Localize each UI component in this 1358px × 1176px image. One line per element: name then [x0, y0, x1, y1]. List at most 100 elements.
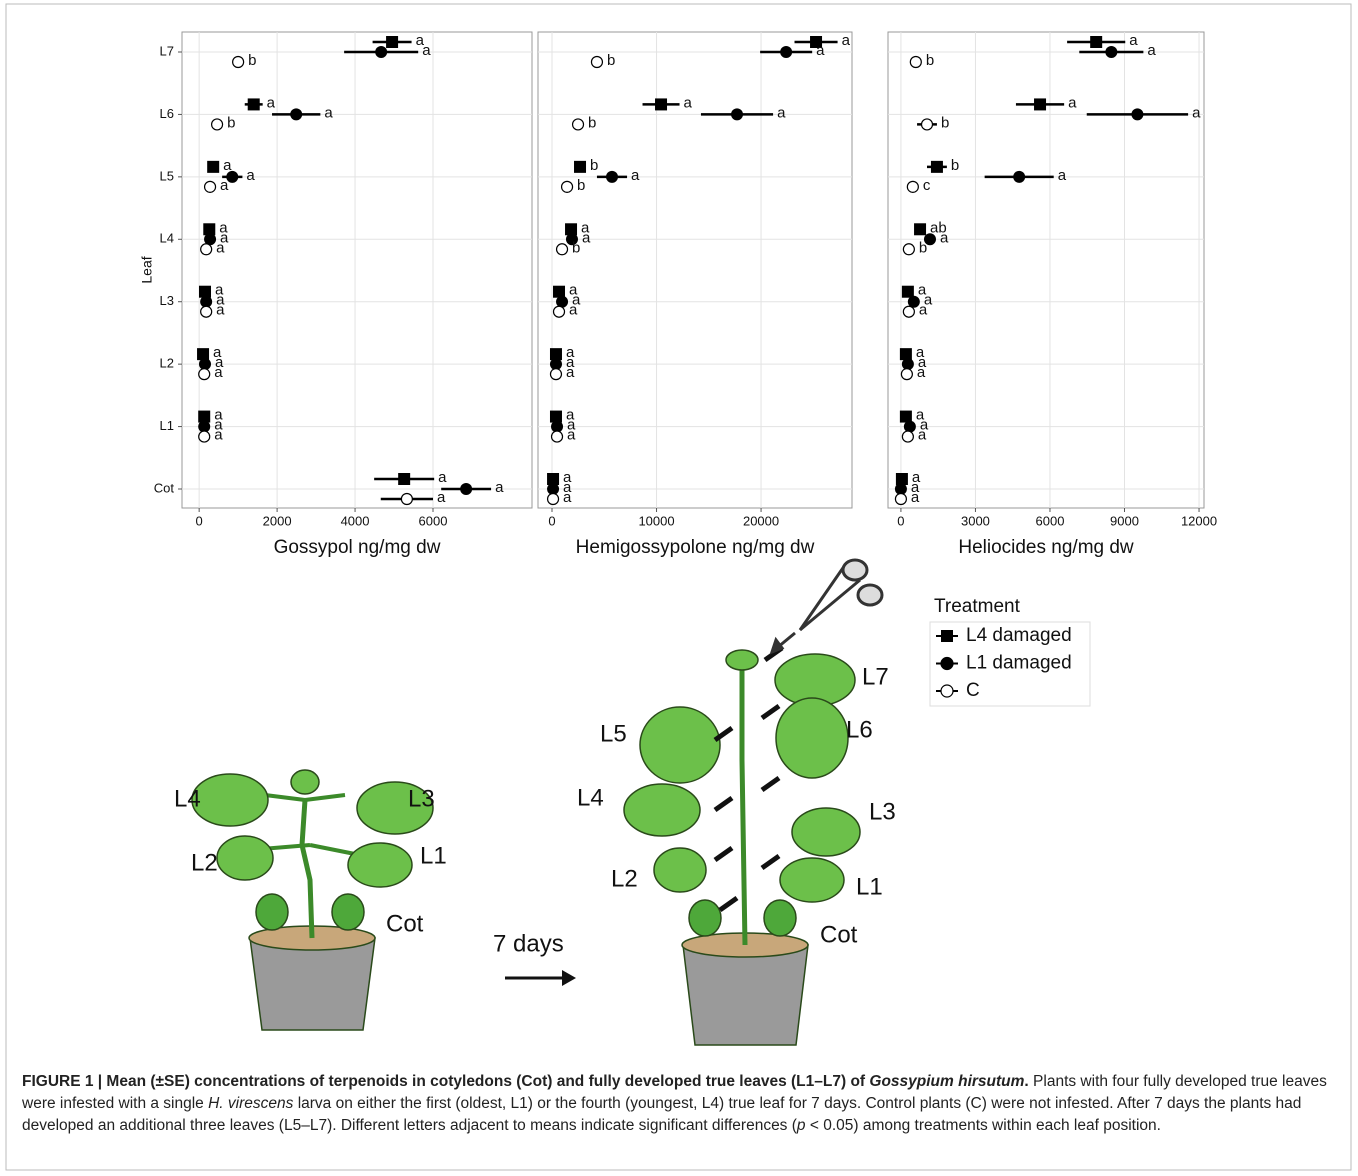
- arrow-label: 7 days: [493, 930, 564, 957]
- point: [573, 119, 584, 130]
- significance-label: c: [923, 177, 931, 194]
- significance-label: a: [437, 489, 446, 506]
- significance-label: a: [940, 229, 949, 246]
- significance-label: a: [1147, 42, 1156, 59]
- y-tick-label: L1: [160, 418, 174, 433]
- significance-label: a: [582, 229, 591, 246]
- legend-marker: [941, 685, 953, 697]
- x-tick-label: 6000: [419, 513, 448, 528]
- point: [903, 306, 914, 317]
- caption-bold: FIGURE 1 | Mean (±SE) concentrations of …: [22, 1073, 869, 1090]
- point: [460, 483, 472, 495]
- caption: FIGURE 1 | Mean (±SE) concentrations of …: [22, 1071, 1338, 1137]
- leaf-label: L3: [869, 798, 896, 825]
- significance-label: b: [227, 114, 235, 131]
- point: [907, 181, 918, 192]
- point: [1013, 171, 1025, 183]
- point: [904, 421, 916, 433]
- x-axis-title: Heliocides ng/mg dw: [958, 537, 1134, 558]
- leaf-label: L7: [862, 663, 889, 690]
- point: [201, 306, 212, 317]
- point: [895, 494, 906, 505]
- caption-italic: p: [797, 1117, 806, 1134]
- point: [914, 223, 926, 235]
- plot-area: [182, 32, 532, 508]
- point: [606, 171, 618, 183]
- significance-label: a: [495, 479, 504, 496]
- point: [922, 119, 933, 130]
- point: [903, 244, 914, 255]
- point: [731, 108, 743, 120]
- arrow-head: [562, 970, 576, 986]
- significance-label: a: [267, 94, 276, 111]
- significance-label: b: [941, 114, 949, 131]
- point: [910, 57, 921, 68]
- significance-label: a: [631, 167, 640, 184]
- point: [199, 369, 210, 380]
- leaf-label: L2: [611, 865, 638, 892]
- significance-label: a: [842, 32, 851, 49]
- legend-marker: [941, 658, 953, 670]
- legend-marker: [941, 630, 953, 642]
- plot-area: [538, 32, 852, 508]
- point: [386, 36, 398, 48]
- point: [900, 348, 912, 360]
- point: [931, 161, 943, 173]
- significance-label: a: [567, 427, 576, 444]
- significance-label: a: [917, 364, 926, 381]
- y-tick-label: L6: [160, 106, 174, 121]
- significance-label: b: [248, 52, 256, 69]
- leaf-label: L1: [856, 873, 883, 900]
- legend-label: C: [966, 680, 980, 701]
- point: [212, 119, 223, 130]
- point: [655, 98, 667, 110]
- point: [290, 108, 302, 120]
- significance-label: a: [1129, 32, 1138, 49]
- point: [205, 181, 216, 192]
- point: [233, 57, 244, 68]
- point: [901, 369, 912, 380]
- point: [201, 244, 212, 255]
- significance-label: a: [1058, 167, 1067, 184]
- significance-label: a: [911, 489, 920, 506]
- significance-label: a: [438, 469, 447, 486]
- significance-label: a: [216, 302, 225, 319]
- point: [398, 473, 410, 485]
- figure-svg: Treatment L4 L3 L2 L1 Cot 7 days L7 L5 L…: [0, 0, 1358, 1176]
- point: [562, 181, 573, 192]
- significance-label: b: [577, 177, 585, 194]
- significance-label: a: [1192, 104, 1201, 121]
- caption-italic: H. virescens: [208, 1095, 293, 1112]
- leaf-label: L4: [577, 784, 604, 811]
- significance-label: a: [919, 302, 928, 319]
- point: [207, 161, 219, 173]
- legend-label: L1 damaged: [966, 653, 1072, 674]
- point: [197, 348, 209, 360]
- point: [401, 494, 412, 505]
- significance-label: a: [216, 239, 225, 256]
- point: [1131, 108, 1143, 120]
- x-tick-label: 0: [196, 513, 203, 528]
- x-tick-label: 3000: [961, 513, 990, 528]
- y-tick-label: L3: [160, 293, 174, 308]
- x-tick-label: 10000: [638, 513, 674, 528]
- significance-label: b: [919, 239, 927, 256]
- x-axis-title: Hemigossypolone ng/mg dw: [576, 537, 815, 558]
- significance-label: b: [588, 114, 596, 131]
- significance-label: a: [220, 177, 229, 194]
- significance-label: b: [951, 157, 959, 174]
- point: [1034, 98, 1046, 110]
- point: [780, 46, 792, 58]
- significance-label: a: [1068, 94, 1077, 111]
- figure: Treatment L4 L3 L2 L1 Cot 7 days L7 L5 L…: [0, 0, 1358, 1176]
- y-tick-label: Cot: [154, 480, 175, 495]
- point: [591, 57, 602, 68]
- point: [199, 431, 210, 442]
- y-tick-label: L5: [160, 168, 174, 183]
- cut-marks: [715, 648, 782, 910]
- y-tick-label: L7: [160, 43, 174, 58]
- point: [552, 431, 563, 442]
- point: [548, 494, 559, 505]
- significance-label: a: [563, 489, 572, 506]
- point: [574, 161, 586, 173]
